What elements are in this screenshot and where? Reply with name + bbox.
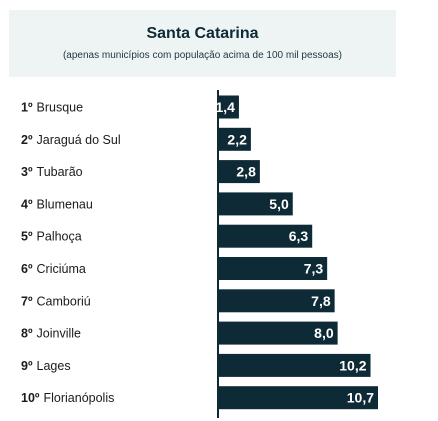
- city-name: Camboriú: [37, 294, 91, 308]
- rank-label: 7º: [21, 294, 33, 308]
- category-label-1: 1º Brusque: [21, 101, 83, 115]
- rank-label: 5º: [21, 230, 33, 244]
- category-label-9: 9º Lages: [21, 359, 71, 373]
- rank-label: 8º: [21, 327, 33, 341]
- bar-2: [218, 127, 251, 151]
- city-name: Joinville: [37, 327, 82, 341]
- chart-subtitle: (apenas municípios com população acima d…: [62, 50, 343, 61]
- city-name: Tubarão: [37, 165, 83, 179]
- city-name: Jaraguá do Sul: [37, 133, 121, 147]
- data-label-10: 10,7: [347, 390, 374, 406]
- bar-1: [218, 95, 239, 119]
- data-label-6: 7,3: [304, 261, 324, 277]
- category-label-8: 8º Joinville: [21, 327, 81, 341]
- city-name: Lages: [37, 359, 71, 373]
- city-name: Blumenau: [37, 197, 93, 211]
- bar-4: [218, 192, 293, 216]
- category-label-7: 7º Camboriú: [21, 294, 91, 308]
- category-label-10: 10º Florianópolis: [21, 391, 114, 405]
- category-label-6: 6º Criciúma: [21, 262, 86, 276]
- city-name: Brusque: [37, 101, 84, 115]
- city-name: Criciúma: [37, 262, 86, 276]
- data-label-5: 6,3: [289, 228, 309, 244]
- data-label-7: 7,8: [311, 293, 331, 309]
- data-label-2: 2,2: [227, 131, 247, 147]
- bar-3: [218, 160, 260, 184]
- rank-label: 3º: [21, 165, 33, 179]
- data-label-8: 8,0: [314, 325, 334, 341]
- category-label-4: 4º Blumenau: [21, 197, 93, 211]
- bar-8: [218, 321, 338, 345]
- rank-label: 1º: [21, 101, 33, 115]
- data-label-3: 2,8: [236, 164, 256, 180]
- data-label-1: 1,4: [215, 99, 235, 115]
- chart-title: Santa Catarina: [146, 25, 259, 42]
- category-label-5: 5º Palhoça: [21, 230, 82, 244]
- city-name: Palhoça: [37, 230, 82, 244]
- bar-10: [218, 386, 378, 410]
- city-name: Florianópolis: [43, 391, 114, 405]
- rank-label: 2º: [21, 133, 33, 147]
- bar-5: [218, 224, 313, 248]
- data-label-9: 10,2: [339, 357, 366, 373]
- bar-7: [218, 289, 335, 313]
- rank-label: 4º: [21, 197, 33, 211]
- category-label-2: 2º Jaraguá do Sul: [21, 133, 121, 147]
- bar-9: [218, 353, 371, 377]
- category-label-3: 3º Tubarão: [21, 165, 83, 179]
- chart-header: Santa Catarina (apenas municípios com po…: [9, 10, 396, 77]
- bar-6: [218, 257, 328, 280]
- rank-label: 10º: [21, 391, 40, 405]
- rank-label: 9º: [21, 359, 33, 373]
- data-label-4: 5,0: [269, 196, 289, 212]
- rank-label: 6º: [21, 262, 33, 276]
